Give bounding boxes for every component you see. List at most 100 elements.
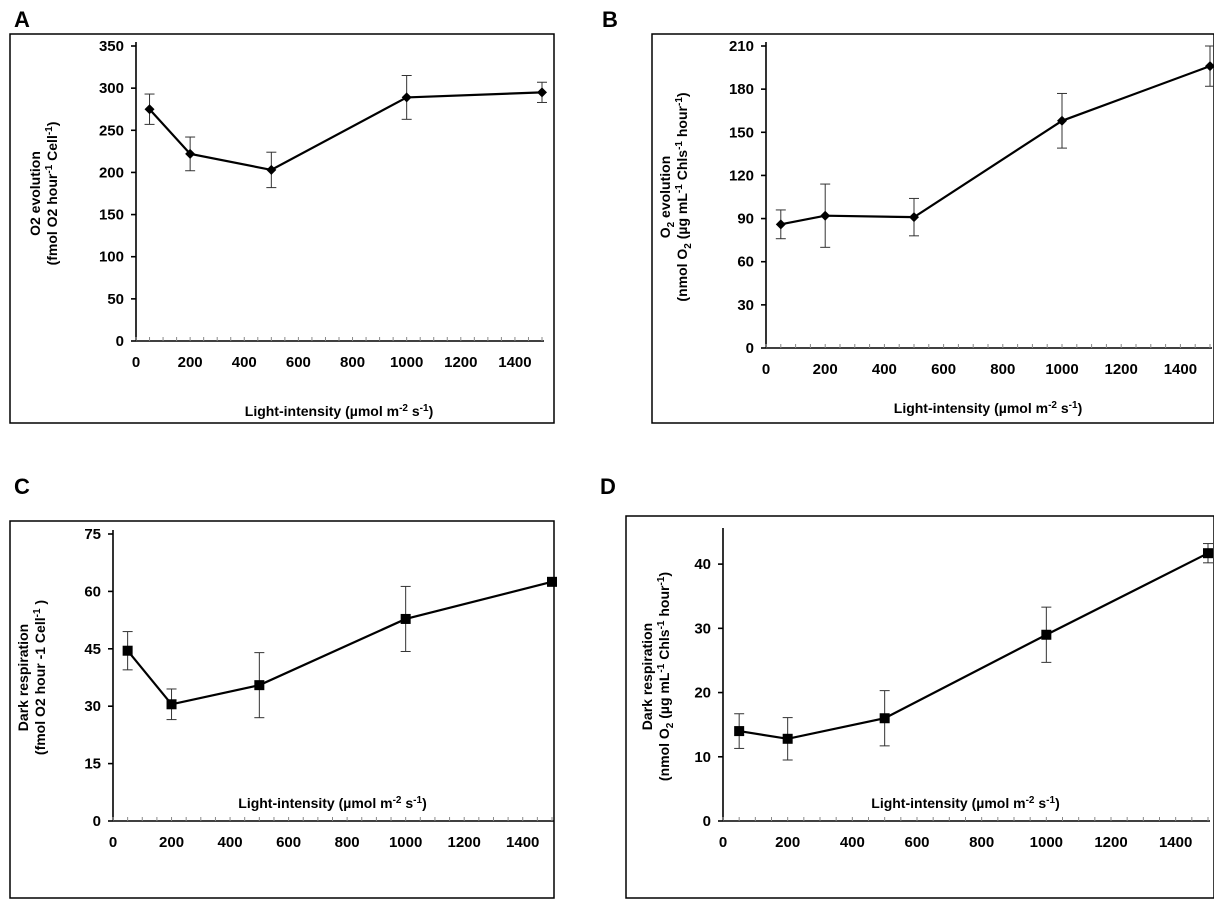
y-axis-title: O2 evolution [27, 151, 43, 236]
data-point [782, 733, 793, 744]
y-tick-label: 200 [99, 164, 124, 181]
x-tick-label: 1400 [498, 354, 531, 371]
y-tick-label: 60 [84, 583, 101, 600]
y-tick-label: 0 [746, 340, 754, 357]
y-tick-label: 350 [99, 38, 124, 55]
x-tick-label: 400 [218, 834, 243, 851]
x-tick-label: 400 [872, 361, 897, 378]
y-tick-label: 30 [84, 698, 101, 715]
y-axis-subtitle: (nmol O2 (µg mL-1 Chls-1 hour-1) [656, 572, 676, 781]
y-tick-label: 0 [116, 333, 124, 350]
data-point [166, 699, 177, 710]
y-tick-label: 0 [93, 813, 101, 830]
x-tick-label: 200 [178, 354, 203, 371]
y-tick-label: 250 [99, 122, 124, 139]
y-tick-label: 300 [99, 80, 124, 97]
y-tick-label: 90 [737, 211, 754, 228]
panel-c: C 0 200 400 600 800 1000 1200 1400 0 15 30 45 60 75 Lig… [9, 474, 557, 899]
data-point [266, 164, 277, 175]
series-line [780, 65, 1211, 226]
y-tick-label: 50 [107, 291, 124, 308]
y-tick-label: 40 [694, 556, 711, 573]
x-tick-label: 1400 [1159, 834, 1192, 851]
x-tick-label: 0 [762, 361, 770, 378]
x-tick-label: 600 [931, 361, 956, 378]
data-point [1205, 61, 1214, 72]
x-tick-label: 600 [286, 354, 311, 371]
y-tick-label: 0 [703, 813, 711, 830]
y-axis-subtitle: (fmol O2 hour-1 Cell-1) [44, 122, 60, 266]
x-tick-label: 1400 [1164, 361, 1197, 378]
y-tick-label: 180 [729, 81, 754, 98]
panel-label: D [600, 474, 616, 499]
y-tick-label: 60 [737, 254, 754, 271]
x-tick-label: 800 [335, 834, 360, 851]
data-point [734, 726, 745, 737]
x-tick-label: 1000 [389, 834, 422, 851]
y-tick-label: 75 [84, 526, 101, 543]
y-tick-label: 20 [694, 685, 711, 702]
y-tick-label: 15 [84, 756, 101, 773]
x-tick-label: 0 [132, 354, 140, 371]
y-tick-label: 120 [729, 167, 754, 184]
x-tick-label: 600 [904, 834, 929, 851]
x-tick-label: 1000 [1030, 834, 1063, 851]
x-axis-title: Light-intensity (µmol m-2 s-1) [871, 795, 1059, 811]
panel-frame [9, 520, 555, 899]
y-tick-label: 210 [729, 38, 754, 55]
series-line [738, 552, 1209, 740]
y-axis-title: O2 evolution [657, 156, 677, 239]
data-point [537, 87, 547, 98]
x-tick-label: 1200 [444, 354, 477, 371]
panel-frame [625, 515, 1214, 899]
panel-label: B [602, 7, 618, 32]
y-tick-label: 30 [737, 297, 754, 314]
series-line [126, 580, 553, 706]
y-tick-label: 100 [99, 249, 124, 266]
data-point [547, 576, 557, 587]
panel-label: C [14, 474, 30, 499]
x-tick-label: 200 [813, 361, 838, 378]
x-axis-title: Light-intensity (µmol m-2 s-1) [238, 795, 426, 811]
data-point [144, 104, 155, 115]
x-axis-title: Light-intensity (µmol m-2 s-1) [894, 400, 1082, 416]
data-point [400, 613, 411, 624]
x-tick-label: 600 [276, 834, 301, 851]
data-point [909, 212, 919, 223]
x-tick-label: 1000 [1045, 361, 1078, 378]
data-point [1203, 548, 1213, 559]
y-tick-label: 30 [694, 620, 711, 637]
data-point [1057, 115, 1067, 126]
panel-b: B 0 200 400 600 800 1000 1200 1400 0 30 60 90 120 150 1… [602, 7, 1214, 424]
x-tick-label: 200 [159, 834, 184, 851]
x-tick-label: 1200 [1105, 361, 1138, 378]
x-tick-label: 1200 [1094, 834, 1127, 851]
x-tick-label: 1400 [506, 834, 539, 851]
data-point [820, 210, 831, 221]
panel-frame [651, 33, 1214, 424]
y-axis-subtitle: (fmol O2 hour -1 Cell-1 ) [32, 600, 48, 755]
data-point [185, 148, 196, 159]
x-tick-label: 1200 [448, 834, 481, 851]
data-point [1041, 629, 1052, 640]
x-tick-label: 800 [969, 834, 994, 851]
data-point [775, 219, 786, 230]
y-tick-label: 150 [99, 207, 124, 224]
y-tick-label: 10 [694, 749, 711, 766]
x-tick-label: 800 [340, 354, 365, 371]
panel-label: A [14, 7, 30, 32]
y-axis-title: Dark respiration [15, 624, 31, 731]
x-tick-label: 800 [990, 361, 1015, 378]
data-point [401, 92, 412, 103]
data-point [122, 645, 133, 656]
y-axis-title: Dark respiration [639, 623, 655, 730]
panel-frame [9, 33, 555, 424]
x-tick-label: 0 [109, 834, 117, 851]
x-axis-title: Light-intensity (µmol m-2 s-1) [245, 403, 433, 419]
x-tick-label: 400 [232, 354, 257, 371]
series-line [148, 91, 543, 172]
x-tick-label: 200 [775, 834, 800, 851]
panel-a: A 0 200 400 600 800 1000 1200 1400 0 50 100 150 200 25… [9, 7, 555, 424]
panel-d: D 0 200 400 600 800 1000 1200 1400 0 10 20 30 40 Light… [600, 474, 1214, 899]
